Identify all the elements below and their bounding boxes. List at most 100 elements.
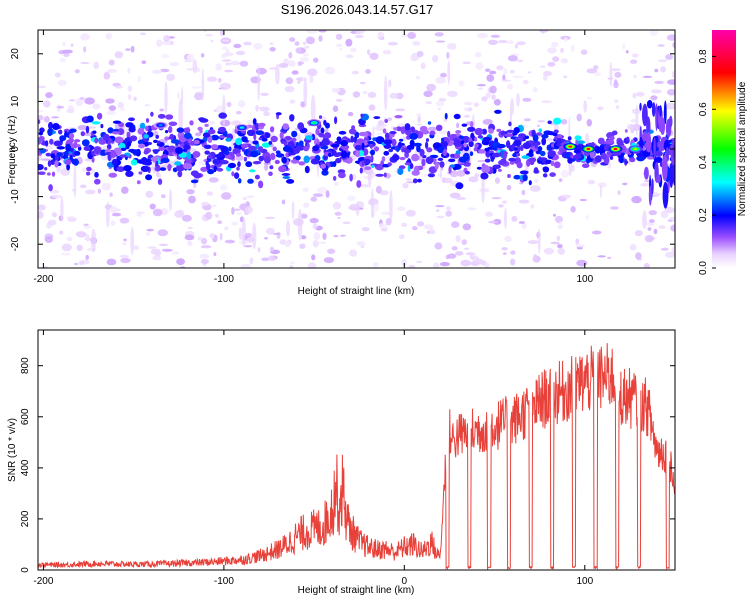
spectrogram-speckle (468, 176, 479, 183)
spectrogram-speckle (264, 237, 268, 240)
spectrogram-speckle (435, 76, 446, 84)
spectrogram-speckle (557, 244, 563, 249)
spectrogram-speckle (80, 61, 90, 65)
spectrogram-speckle (429, 227, 435, 235)
spectrogram-speckle (215, 213, 220, 218)
spectrogram-speckle (415, 75, 421, 80)
spectrogram-speckle (632, 53, 639, 58)
spectrogram-ridge-cell (427, 121, 432, 125)
spectrogram-ridge-cell (165, 130, 169, 134)
spectrogram-speckle (88, 126, 97, 129)
spectrogram-ridge-cell (419, 125, 428, 132)
spectrogram-speckle (592, 230, 602, 235)
spectrogram-ridge-cell (574, 135, 582, 141)
spectrogram-ridge-cell (359, 167, 363, 174)
spectrogram-speckle (464, 107, 469, 111)
spectrogram-ridge-cell (484, 158, 491, 163)
spectrogram-ridge-cell (497, 143, 506, 149)
spectrogram-ridge-cell (569, 152, 573, 156)
spectrogram-ridge-cell (292, 147, 301, 154)
spectrogram-ridge-cell (202, 132, 211, 138)
spectrogram-speckle (212, 204, 217, 208)
spectrogram-ridge-cell (235, 137, 243, 146)
spectrogram-speckle (504, 235, 512, 242)
spectrogram-speckle (352, 91, 361, 98)
spectrogram-ridge-cell (240, 143, 249, 149)
spectrogram-ridge-cell (539, 150, 546, 157)
spectrogram-speckle (559, 221, 563, 228)
spectrogram-ridge-cell (434, 161, 439, 170)
spectrogram-ridge-cell (83, 146, 91, 151)
spectrogram-ridge-cell (258, 155, 264, 162)
spectrogram-ridge-cell (158, 146, 165, 151)
spectrogram-speckle (217, 220, 223, 224)
spectrogram-speckle (496, 65, 504, 71)
spectrogram-speckle (586, 68, 598, 74)
spectrogram-speckle (516, 59, 524, 63)
spectrogram-ridge-cell (193, 139, 200, 145)
spectrogram-ridge-cell (291, 130, 298, 138)
snr-x-axis-label: Height of straight line (km) (298, 585, 415, 596)
spectrogram-speckle (575, 238, 580, 245)
spectrogram-speckle (301, 101, 305, 108)
spectrogram-ridge-cell (38, 164, 44, 171)
spectrogram-speckle (665, 54, 674, 60)
spectrogram-speckle (446, 206, 451, 211)
spectrogram-speckle (70, 43, 74, 47)
spectrogram-ridge-cell (605, 139, 614, 144)
spectrogram-speckle (477, 32, 488, 39)
spectrogram-speckle (75, 98, 84, 106)
spectrogram-speckle (161, 248, 173, 252)
spectrogram-ridge-cell (125, 122, 134, 128)
spectrogram-speckle (536, 124, 541, 127)
spectrogram-ridge-cell (636, 155, 645, 162)
spectrogram-ridge-cell (488, 128, 494, 134)
spectrogram-ridge-cell (500, 130, 506, 136)
spectrogram-speckle (316, 186, 328, 194)
spectrogram-speckle (539, 30, 549, 33)
spectrogram-speckle (652, 192, 662, 196)
spectrogram-ridge-cell (310, 158, 320, 165)
spectrogram-streak (73, 164, 77, 198)
spectrogram-ridge-cell (520, 144, 524, 152)
spectrogram-ridge-cell (521, 155, 530, 160)
spectrogram-speckle (76, 244, 83, 251)
spectrogram-ridge-cell (66, 163, 70, 171)
spectrogram-speckle (231, 207, 235, 215)
spectrogram-speckle (521, 189, 526, 196)
spectrogram-ridge-cell (100, 123, 104, 129)
spectrogram-ridge-cell (64, 150, 69, 156)
spectrogram-speckle (313, 57, 319, 63)
spectrogram-speckle (501, 247, 508, 251)
y-tick-label: 10 (10, 95, 21, 107)
spectrogram-speckle (38, 85, 47, 89)
spectrogram-speckle (200, 53, 205, 58)
spectrogram-speckle (263, 111, 270, 117)
spectrogram-speckle (125, 48, 131, 51)
spectrogram-ridge-cell (44, 167, 48, 171)
spectrogram-speckle (368, 104, 376, 111)
spectrogram-speckle (359, 81, 366, 85)
spectrogram-speckle (141, 60, 147, 64)
spectrogram-speckle (360, 245, 365, 249)
spectrogram-speckle (354, 34, 364, 39)
spectrogram-speckle (239, 60, 249, 67)
spectrogram-ridge-cell (278, 165, 287, 173)
spectrogram-ridge-cell (218, 151, 224, 158)
spectrogram-speckle (184, 234, 195, 241)
spectrogram-speckle (62, 49, 73, 54)
spectrogram-speckle (289, 37, 296, 42)
spectrogram-ridge-cell (282, 123, 290, 130)
spectrogram-ridge-cell (129, 135, 138, 142)
spectrogram-ridge-cell (508, 157, 517, 162)
spectrogram-speckle (490, 34, 501, 38)
spectrogram-ridge-cell (186, 151, 192, 160)
spectrogram-speckle (635, 252, 642, 260)
spectrogram-speckle (264, 163, 269, 171)
spectrogram-ridge-cell (220, 160, 229, 165)
spectrogram-ridge-cell (388, 148, 394, 153)
spectrogram-streak (257, 65, 261, 101)
spectrogram-speckle (462, 61, 472, 65)
spectrogram-ridge-cell (421, 158, 426, 167)
spectrogram-speckle (266, 227, 275, 235)
